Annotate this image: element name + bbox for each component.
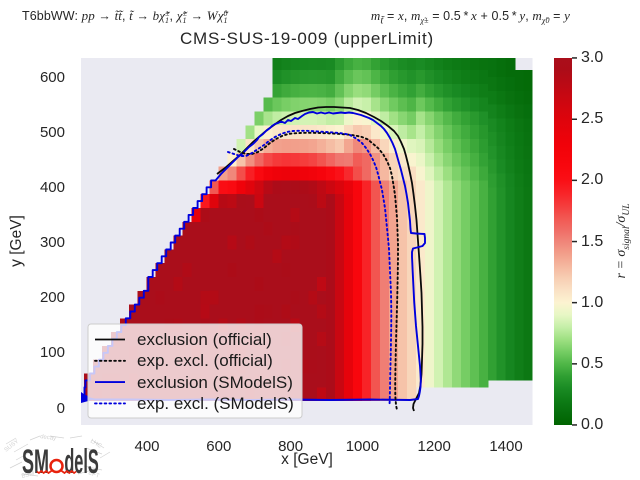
svg-text:decay: decay [40, 434, 57, 442]
svg-text:EFT: EFT [87, 470, 100, 480]
svg-text:delS: delS [64, 442, 98, 480]
svg-text:SUSY: SUSY [4, 439, 21, 454]
svg-text:LHC: LHC [89, 439, 103, 451]
svg-text:SM: SM [22, 442, 49, 480]
svg-text:BSM: BSM [21, 471, 35, 480]
